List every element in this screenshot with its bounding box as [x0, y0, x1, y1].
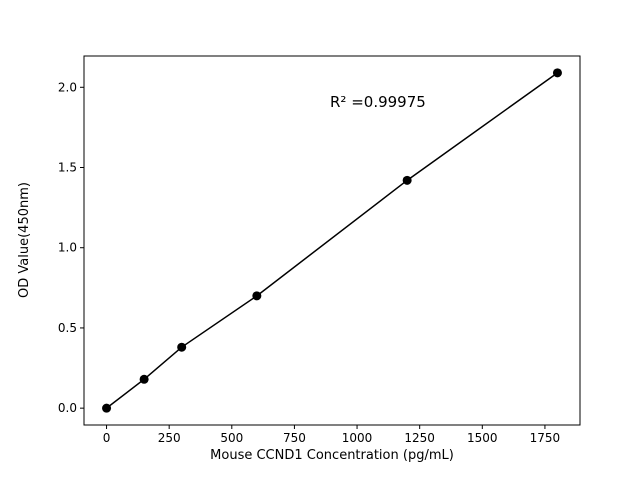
y-tick-label: 2.0 [58, 80, 77, 94]
y-tick-label: 0.0 [58, 401, 77, 415]
data-point [177, 342, 187, 352]
y-tick-label: 0.5 [58, 321, 77, 335]
data-point [102, 403, 112, 413]
data-point [139, 374, 149, 384]
x-tick-label: 500 [220, 431, 243, 445]
x-tick-label: 1000 [342, 431, 373, 445]
x-tick-label: 1750 [530, 431, 561, 445]
data-point [552, 68, 562, 78]
x-tick-label: 1500 [467, 431, 498, 445]
x-tick-label: 1250 [404, 431, 435, 445]
y-axis-label: OD Value(450nm) [17, 182, 32, 298]
plot-dynamic-layer: 0 250 500 750 1000 1250 1500 1750 0.0 0.5 1.0 1.5 2.… [58, 55, 581, 445]
r-squared-annotation: R² =0.99975 [330, 93, 426, 111]
plot-frame [83, 55, 581, 426]
x-axis-label: Mouse CCND1 Concentration (pg/mL) [210, 448, 454, 463]
y-tick-label: 1.0 [58, 241, 77, 255]
x-tick-label: 250 [158, 431, 181, 445]
x-tick-label: 750 [283, 431, 306, 445]
fit-line [106, 72, 558, 409]
data-point [252, 291, 262, 301]
y-tick-label: 1.5 [58, 161, 77, 175]
x-tick-label: 0 [103, 431, 111, 445]
data-point [402, 175, 412, 185]
